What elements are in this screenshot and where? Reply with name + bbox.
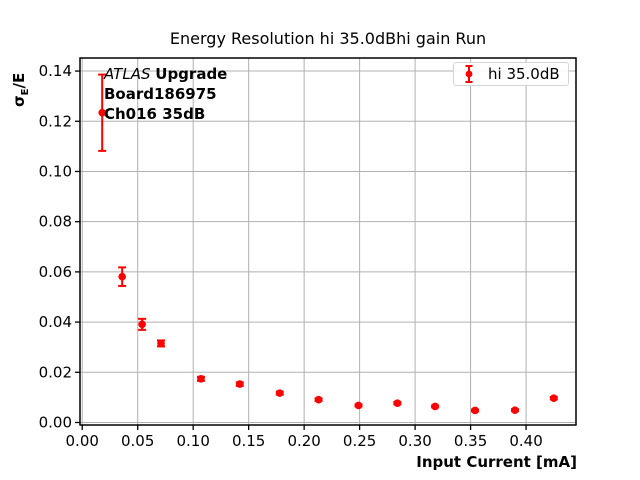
annotation-line-1: ATLAS Upgrade — [104, 64, 227, 84]
legend-label: hi 35.0dB — [488, 65, 560, 83]
x-tick-label: 0.30 — [398, 432, 431, 450]
annotation-atlas: ATLAS — [104, 65, 151, 83]
axes-spines — [79, 57, 577, 426]
errorbar-glyph-part — [465, 70, 473, 78]
annotation-block: ATLAS Upgrade Board186975 Ch016 35dB — [104, 64, 227, 124]
data-point — [197, 375, 205, 383]
x-tick-label: 0.20 — [287, 432, 320, 450]
y-tick-label: 0.06 — [39, 263, 72, 281]
x-tick-label: 0.10 — [176, 432, 209, 450]
legend-box: hi 35.0dB — [453, 62, 569, 86]
y-axis-label-sigma: σ — [10, 95, 28, 107]
y-axis-label-sub: E — [20, 88, 31, 96]
chart-title: Energy Resolution hi 35.0dBhi gain Run — [169, 29, 487, 48]
y-axis-label-rest: /E — [10, 72, 28, 89]
x-tick-label: 0.25 — [343, 432, 376, 450]
data-point — [550, 394, 558, 402]
annotation-line-2: Board186975 — [104, 85, 217, 103]
x-tick-label: 0.05 — [121, 432, 154, 450]
y-tick-label: 0.10 — [39, 162, 72, 180]
annotation-line-3: Ch016 35dB — [104, 105, 206, 123]
data-point — [118, 272, 126, 281]
data-point — [354, 401, 363, 410]
data-point — [431, 402, 439, 411]
errorbar-point-icon — [465, 65, 473, 83]
x-tick-label: 0.35 — [454, 432, 487, 450]
data-point — [157, 339, 165, 348]
y-tick-label: 0.04 — [39, 313, 72, 331]
annotation-upgrade: Upgrade — [155, 65, 228, 83]
data-point — [511, 406, 519, 414]
data-point — [138, 320, 146, 329]
data-point — [235, 380, 244, 388]
x-tick-label: 0.40 — [509, 432, 542, 450]
x-tick-label: 0.15 — [232, 432, 265, 450]
data-point — [471, 406, 479, 415]
data-point — [314, 395, 323, 404]
y-tick-label: 0.02 — [39, 363, 72, 381]
y-tick-label: 0.00 — [39, 413, 72, 431]
y-tick-label: 0.12 — [39, 112, 72, 130]
x-tick-label: 0.00 — [66, 432, 99, 450]
data-point — [98, 108, 106, 117]
x-axis-label: Input Current [mA] — [416, 453, 577, 471]
y-tick-label: 0.08 — [39, 213, 72, 231]
y-tick-label: 0.14 — [39, 62, 72, 80]
data-point — [393, 399, 402, 407]
data-point — [275, 389, 284, 397]
y-axis-label: σE/E — [10, 47, 31, 107]
